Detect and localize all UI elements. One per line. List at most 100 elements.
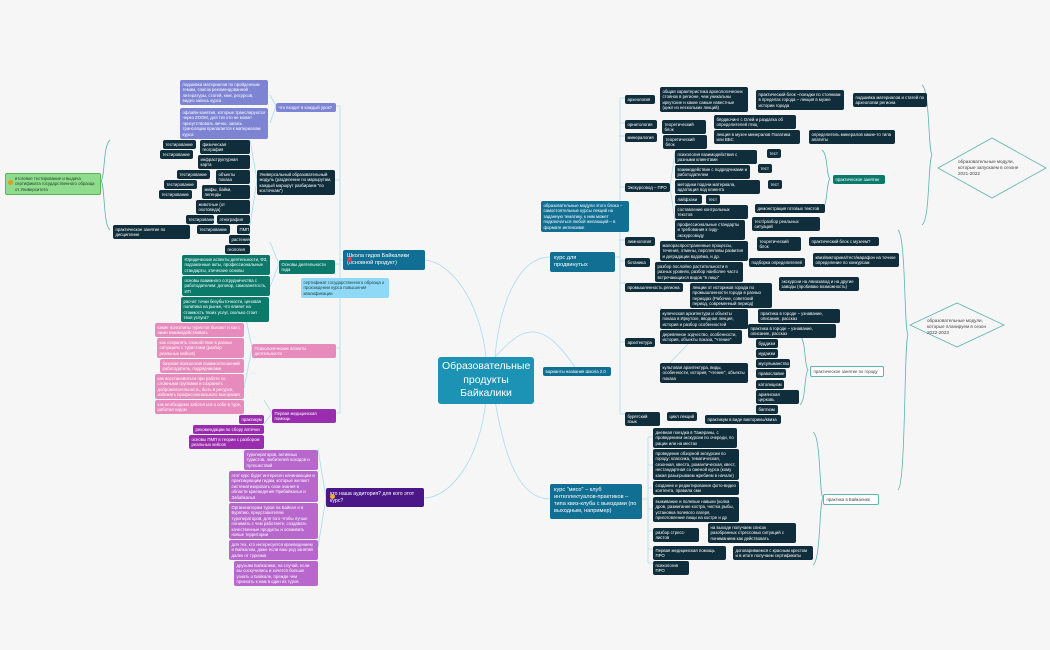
audience-item[interactable]: Организаторам туров на Байкал и в Буряти… — [229, 503, 318, 539]
test-node[interactable]: тестирование — [186, 215, 216, 224]
guide-pro-item[interactable]: составление контрольных текстов — [675, 205, 748, 219]
baikalika-practice-node[interactable]: практика в Байкалике — [823, 494, 879, 505]
industry-node[interactable]: промышленность региона — [625, 283, 683, 292]
name-variants-node[interactable]: варианты названия Школа 2.0 — [543, 367, 611, 376]
module-node[interactable]: Универсальный образовательный модуль (ра… — [257, 170, 335, 195]
religion-node[interactable]: иудаизм — [756, 349, 778, 358]
lesson-item[interactable]: подшивка материалов по пройденным темам,… — [180, 80, 268, 105]
practice-node[interactable]: практическое занятие по дисциплине — [113, 225, 190, 239]
botany-node[interactable]: ботаника — [625, 258, 650, 267]
psychology-item[interactable]: какие психотипы туристов бывают и как с … — [155, 323, 244, 337]
meat-item[interactable]: на выходе получаем список разобранных ст… — [708, 523, 796, 543]
module-item[interactable]: цикл лекций — [667, 412, 697, 421]
psychology-item[interactable]: базовая психология взаимоотношений работ… — [160, 359, 244, 373]
module-item[interactable]: общая характеристика археологических сто… — [660, 87, 748, 112]
limnology-node[interactable]: лимнология — [625, 237, 655, 246]
test-node[interactable]: тестирование — [159, 190, 192, 199]
module-item[interactable]: практика в городе – узнавание, описание,… — [758, 309, 840, 323]
guide-pro-item[interactable]: психология взаимодействия с разными клие… — [675, 150, 757, 164]
audience-item[interactable]: туроператоров, активных туристов, любите… — [244, 450, 318, 470]
religion-node[interactable]: буддизм — [756, 339, 778, 348]
meat-item[interactable]: договариваемся с красным крестом и в ито… — [733, 546, 813, 560]
advanced-note[interactable]: образовательные модули этого блока – сам… — [541, 201, 629, 232]
module-item[interactable]: бёрдвочинг с Олей и раздатка об определи… — [714, 115, 796, 129]
audience-branch[interactable]: кто наша аудитория? для кого этот курс? — [326, 488, 424, 508]
test-node[interactable]: тестирование — [164, 180, 197, 189]
religion-node[interactable]: армянская церковь — [756, 390, 799, 404]
first-aid-item[interactable]: практикум — [239, 415, 264, 424]
advanced-branch[interactable]: курс для продвинутых — [550, 252, 615, 273]
test-node[interactable]: тест — [767, 149, 781, 158]
meat-branch[interactable]: курс "мясо" – клуб интеллектуалов-практи… — [550, 484, 642, 519]
first-aid-item[interactable]: основы ПМП в теории с разбором реальных … — [189, 435, 264, 449]
guide-pro-item[interactable]: профессиональные стандарты и требования … — [675, 220, 745, 240]
ornithology-node[interactable]: орнитология — [625, 120, 657, 129]
meat-item[interactable]: дневная поездка в Тажераны, с проведение… — [653, 428, 737, 448]
module-item[interactable]: практика в городе – узнавание, описание,… — [748, 324, 836, 338]
guide-pro-item[interactable]: лайфхаки — [675, 195, 702, 204]
architecture-node[interactable]: архитектура — [625, 338, 655, 347]
test-node[interactable]: тест — [768, 180, 782, 189]
audience-item[interactable]: для тех, кто интересуется краеведением и… — [229, 540, 318, 560]
module-item[interactable]: практический блок –поездки по стоянкам в… — [756, 90, 844, 110]
buryat-node[interactable]: бурятский язык — [625, 412, 660, 426]
meat-item[interactable]: проведение обзорной экскурсии по городу:… — [653, 449, 739, 480]
test-node[interactable]: тестирование — [163, 140, 196, 149]
topic-node[interactable]: мифы, байки, легенды — [202, 185, 250, 199]
module-item[interactable]: культовая архитектура, виды, особенности… — [660, 363, 748, 383]
guide-pro-node[interactable]: Экскурсовод – ПРО — [625, 183, 670, 192]
test-node[interactable]: тестирование — [177, 170, 210, 179]
module-item[interactable]: определитель минералов какие-то типа апа… — [809, 130, 895, 144]
topic-node[interactable]: ПМП — [237, 225, 250, 234]
module-item[interactable]: подшивка материалов и статей по археолог… — [853, 93, 927, 107]
first-aid-item[interactable]: рекомендации по сбору аптечки — [193, 425, 264, 434]
module-item[interactable]: подборка определителей — [749, 258, 805, 267]
psychology-node[interactable]: Психологические аспекты деятельности — [252, 344, 336, 358]
module-item[interactable]: теоретический блок — [663, 135, 707, 149]
first-aid-node[interactable]: Первая медицинская помощь — [272, 409, 336, 423]
lesson-item[interactable]: офлайн-занятия, которые транслируются че… — [180, 108, 268, 139]
topic-node[interactable]: геология — [225, 245, 250, 254]
test-node[interactable]: тест/разбор реальных ситуаций — [752, 217, 820, 231]
guide-pro-item[interactable]: методики подачи материала, адаптация под… — [675, 180, 760, 194]
psychology-item[interactable]: как восстановиться при работе со сложным… — [155, 374, 244, 399]
audience-item[interactable]: этот курс будет интересен начинающим и п… — [229, 471, 318, 502]
meat-item[interactable]: психология ПРО — [653, 561, 689, 575]
test-node[interactable]: тест — [706, 195, 720, 204]
module-item[interactable]: купеческая архитектура и объекты показа … — [660, 309, 748, 329]
topic-node[interactable]: инфраструктурная карта — [198, 155, 250, 169]
audience-item[interactable]: друзьям Байкалики, на случай, если вы со… — [234, 561, 318, 586]
religion-node[interactable]: баптизм — [756, 405, 778, 414]
basics-item[interactable]: Юридические аспекты деятельности, ФЗ, по… — [182, 255, 270, 275]
psychology-item[interactable]: как необходимо заботиться о себе в туре,… — [155, 400, 244, 414]
archaeology-node[interactable]: археология — [625, 95, 655, 104]
module-item[interactable]: деревянное зодчество, особенности, истор… — [660, 330, 742, 344]
topic-node[interactable]: этнография — [217, 215, 250, 224]
meat-item[interactable]: выживание и полевые навыки (колка дров, … — [653, 497, 739, 522]
module-item[interactable]: экскурсии на Авиазавод и на другие завод… — [779, 277, 859, 291]
module-item[interactable]: квиз/викторина/тест/марафон на точное оп… — [813, 253, 899, 267]
module-item[interactable]: лекция в музее минералов Полатика или ВБ… — [714, 130, 800, 144]
religion-node[interactable]: католицизм — [756, 380, 784, 389]
module-item[interactable]: практический блок с музеем? — [809, 237, 879, 246]
practice-node[interactable]: практическое занятие — [833, 175, 885, 184]
module-item[interactable]: теоретический блок — [757, 237, 801, 251]
psychology-item[interactable]: как сохранять спокойствие в разных ситуа… — [157, 338, 244, 358]
module-item[interactable]: практикум в виде викторины/квиза — [705, 415, 781, 424]
central-topic[interactable]: Образовательные продукты Байкалики — [438, 357, 534, 404]
certificate-node[interactable]: сертификат государственного образца о пр… — [301, 278, 389, 298]
module-item[interactable]: теоретический блок — [662, 120, 706, 134]
meat-item[interactable]: создание и редактирование фото-видео кон… — [653, 481, 739, 495]
religion-node[interactable]: мусульманство — [756, 359, 790, 368]
basics-item[interactable]: основы взаимного сотрудничества с работо… — [182, 276, 270, 296]
school-branch[interactable]: Школа гидов Байкалики (основной продукт) — [343, 250, 425, 271]
test-node[interactable]: тестирование — [160, 150, 193, 159]
religion-node[interactable]: православие — [756, 369, 786, 378]
module-item[interactable]: разбор послойно растительности в разных … — [655, 262, 743, 282]
guide-pro-item[interactable]: взаимодействие с подрядчиками и работода… — [675, 165, 750, 179]
basics-node[interactable]: Основы деятельности гида — [279, 260, 335, 274]
lesson-node[interactable]: что входит в каждый урок? — [276, 103, 336, 112]
module-item[interactable]: малораспространенные процессы, течения, … — [660, 241, 748, 261]
city-practice-node[interactable]: практическое занятие по городу — [810, 366, 884, 377]
basics-item[interactable]: расчет точки безубыточности, ценовая пол… — [181, 297, 269, 322]
